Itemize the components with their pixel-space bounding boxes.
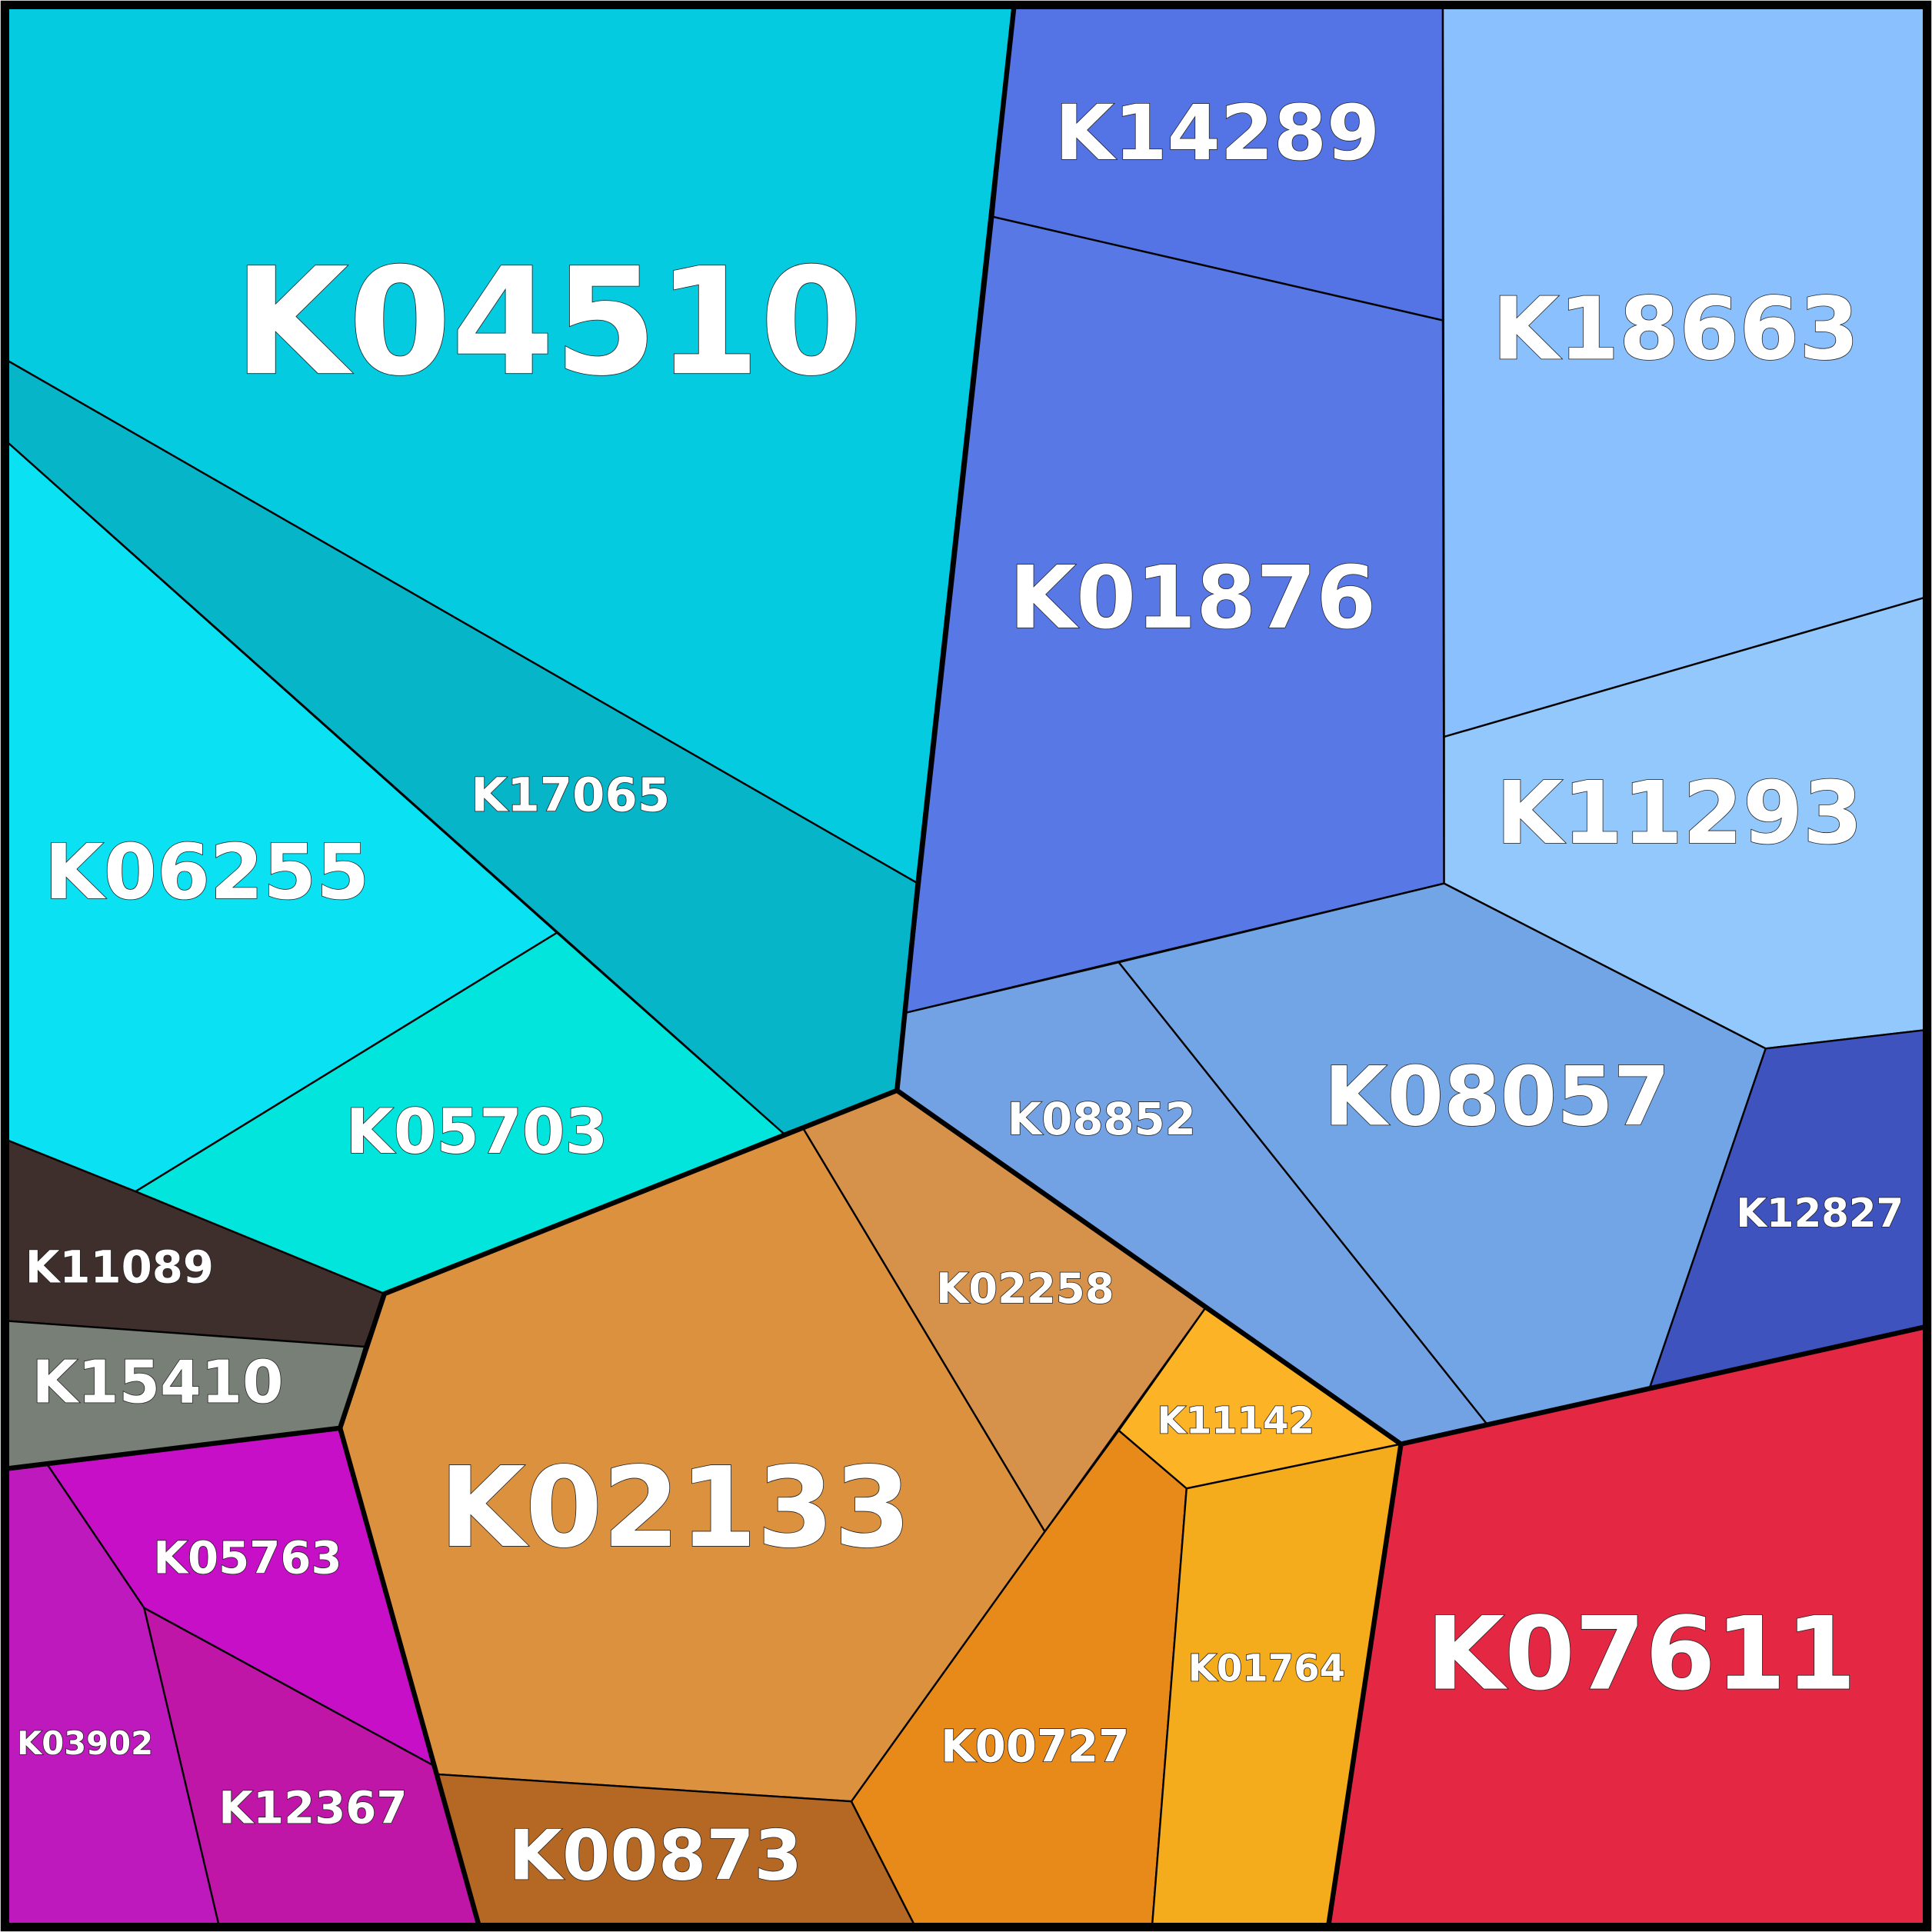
cell-label: K12827 — [1736, 1191, 1904, 1237]
cell-label: K08057 — [1324, 1050, 1671, 1144]
cells — [5, 5, 1926, 1928]
cell-label: K11293 — [1496, 764, 1863, 864]
cell-label: K02258 — [936, 1264, 1114, 1313]
cell-label: K06255 — [45, 828, 369, 917]
cell-label: K11089 — [25, 1241, 214, 1293]
cell-label: K00873 — [508, 1816, 802, 1896]
cell-label: K11142 — [1158, 1399, 1314, 1442]
cell-label: K01876 — [1009, 548, 1376, 648]
border — [894, 5, 1926, 1447]
border — [337, 1088, 898, 1928]
cell-label: K02133 — [439, 1444, 911, 1573]
cell-label: K12367 — [218, 1782, 407, 1834]
cell-label: K17065 — [471, 768, 670, 823]
cell-label: K14289 — [1055, 89, 1380, 178]
cell-label: K03902 — [17, 1724, 153, 1762]
cell-label: K15410 — [32, 1348, 284, 1417]
cell-label: K18663 — [1492, 280, 1859, 380]
cell-label: K07611 — [1427, 1595, 1857, 1713]
cell-label: K04510 — [234, 237, 863, 408]
border — [1325, 1444, 1404, 1928]
cell-label: K01764 — [1188, 1647, 1345, 1690]
cell-label: K08852 — [1008, 1093, 1196, 1145]
labels: K04510 K17065 K06255 K05703 K11089 K15410 K057… — [16, 88, 1904, 1897]
cell-label: K05703 — [346, 1096, 608, 1168]
cell-label: K05763 — [153, 1531, 341, 1584]
border — [5, 1425, 341, 1471]
cell-label: K00727 — [941, 1720, 1129, 1773]
